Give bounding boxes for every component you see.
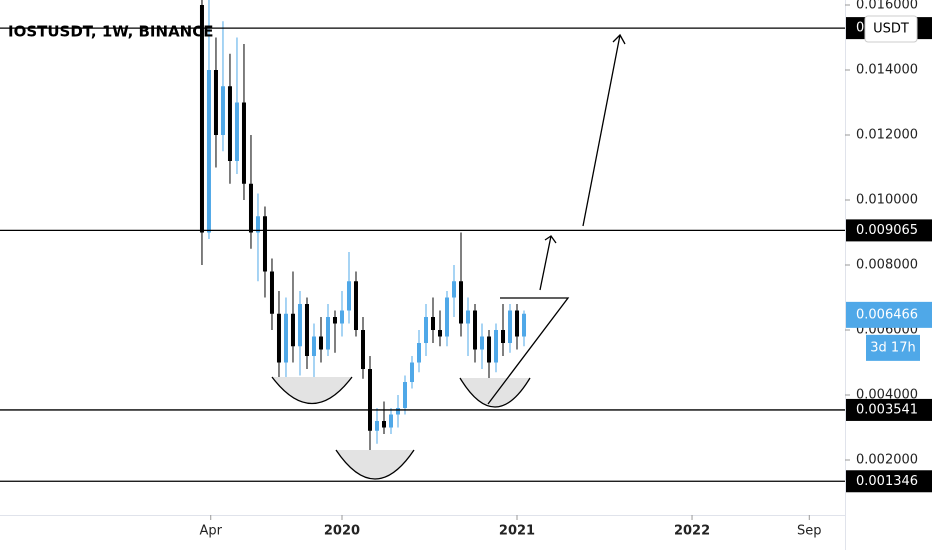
currency-label: USDT (873, 22, 909, 37)
chart-title: IOSTUSDT, 1W, BINANCE (8, 23, 213, 41)
candle-body (374, 421, 379, 431)
candle-body (283, 313, 288, 363)
y-tick-label: 0.012000 (856, 128, 918, 143)
candle-body (227, 86, 232, 162)
candle-body (424, 317, 429, 344)
candle-body (501, 330, 506, 344)
candle-body (255, 216, 260, 233)
plot-area (0, 0, 845, 482)
candle-body (304, 304, 309, 357)
countdown-box (866, 334, 920, 361)
candle-body (311, 336, 316, 357)
y-tick-label: 0.010000 (856, 193, 918, 208)
candle-body (220, 86, 225, 136)
y-tick-label: 0.014000 (856, 63, 918, 78)
candle-body (367, 369, 372, 431)
candle-body (480, 336, 485, 350)
candle-body (325, 317, 330, 350)
candle-body (241, 102, 246, 184)
candle-body (213, 70, 218, 136)
candle-body (515, 310, 520, 337)
cup-shape (335, 449, 415, 480)
candle-body (522, 313, 527, 337)
candle-body (431, 317, 436, 331)
candle-body (276, 313, 281, 363)
candle-body (438, 330, 443, 337)
level-label: 0.009065 (856, 223, 918, 238)
arrow (539, 235, 557, 291)
level-label-box (846, 219, 932, 242)
candle-body (318, 336, 323, 350)
candle-body (459, 281, 464, 324)
candle-body (353, 281, 358, 331)
cup-shape (271, 376, 353, 404)
x-tick-label: Sep (797, 524, 822, 539)
level-label: 0.001346 (856, 474, 918, 489)
candle-body (262, 216, 267, 272)
arrow (582, 33, 626, 227)
drawings (271, 33, 626, 480)
currency-badge[interactable] (864, 15, 918, 43)
last-price-box (846, 301, 932, 328)
candle-body (269, 271, 274, 314)
y-tick-label: 0.016000 (856, 0, 918, 13)
candle-body (206, 70, 211, 233)
candle-body (466, 310, 471, 324)
y-tick-label: 0.008000 (856, 258, 918, 273)
cup-shape (459, 377, 531, 408)
triangle (487, 297, 570, 405)
candle-body (473, 310, 478, 350)
candle-body (494, 330, 499, 363)
candle-body (360, 330, 365, 370)
x-tick-label: 2021 (499, 524, 535, 539)
candle-body (332, 317, 337, 324)
candle-body (297, 304, 302, 347)
candle-body (409, 362, 414, 383)
candle-body (290, 313, 295, 347)
candle-body (452, 281, 457, 298)
countdown-label: 3d 17h (870, 340, 915, 355)
candle-body (445, 297, 450, 337)
candle-body (199, 5, 204, 233)
candle-body (339, 310, 344, 324)
x-tick-label: 2020 (324, 524, 360, 539)
candle-body (395, 408, 400, 415)
x-tick-label: Apr (199, 524, 222, 539)
x-tick-label: 2022 (674, 524, 710, 539)
candle-body (487, 336, 492, 363)
candle-body (508, 310, 513, 344)
last-price-label: 0.006466 (856, 307, 918, 322)
candle-body (381, 421, 386, 428)
level-label-box (846, 398, 932, 421)
level-label-box (846, 470, 932, 493)
candle-body (416, 343, 421, 363)
candle-body (388, 414, 393, 428)
y-tick-label: 0.004000 (856, 388, 918, 403)
level-label: 0.003541 (856, 402, 918, 417)
candle-body (346, 281, 351, 311)
candle-body (402, 382, 407, 409)
y-tick-label: 0.002000 (856, 453, 918, 468)
candle-body (248, 183, 253, 233)
candle-body (234, 102, 239, 162)
